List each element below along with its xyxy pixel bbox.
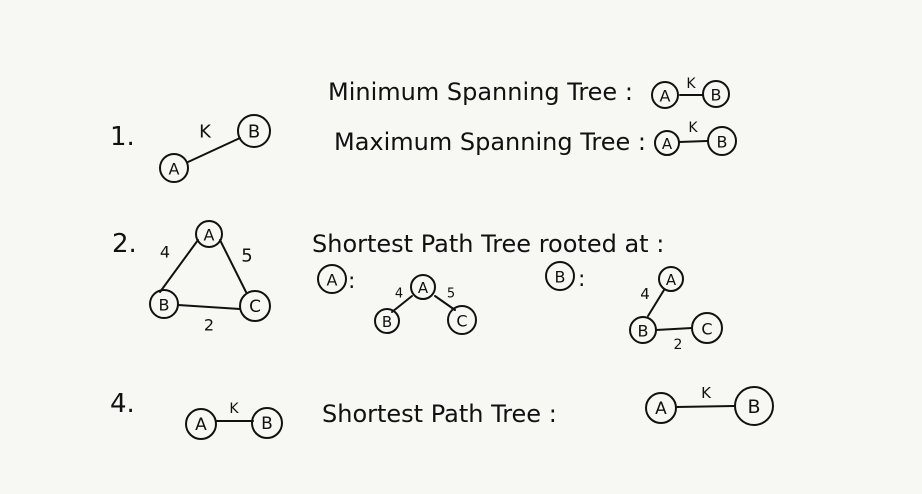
section-number-1: 1. <box>110 122 135 152</box>
spt-label: Shortest Path Tree : <box>322 400 557 428</box>
section-number-2: 2. <box>112 229 137 259</box>
mst-tree: K A B <box>651 76 730 109</box>
svg-text:C: C <box>249 297 261 317</box>
svg-text:A: A <box>662 135 673 153</box>
mst-node-a: A <box>651 81 679 109</box>
svg-text:B: B <box>382 313 392 331</box>
s4-graph: K A B <box>185 401 283 440</box>
maxst-edge-label: K <box>688 120 698 136</box>
spt-node-b: B <box>734 386 774 426</box>
s2-graph-edge-bc <box>177 304 241 310</box>
mst-edge-label: K <box>686 76 696 92</box>
maxst-label: Maximum Spanning Tree : <box>334 128 646 156</box>
spt-root-a-node-c: C <box>447 305 477 335</box>
s1-graph: K A B <box>159 114 271 183</box>
spt-root-a-edge-label-ac: 5 <box>447 287 455 302</box>
maxst-node-a: A <box>654 130 680 156</box>
maxst-edge <box>678 140 708 143</box>
svg-text:C: C <box>701 320 712 339</box>
s1-graph-edge <box>187 137 241 163</box>
s2-graph-edge-label-bc: 2 <box>204 316 214 335</box>
s4-graph-edge-label: K <box>229 401 239 417</box>
svg-text:B: B <box>555 268 566 287</box>
spt-root-b-node-c: C <box>691 312 723 344</box>
spt-root-a-node-a: A <box>410 274 436 300</box>
svg-text:A: A <box>655 399 667 419</box>
spt-root-a-colon: : <box>348 269 355 294</box>
svg-text:A: A <box>418 279 429 297</box>
s1-graph-node-b: B <box>237 114 271 148</box>
svg-text:C: C <box>456 312 467 331</box>
spt-root-b-colon: : <box>578 267 585 292</box>
spt-root-b-edge-bc <box>655 327 693 331</box>
spt-root-b-edge-ab <box>647 289 665 317</box>
spt-root-a-edge-label-ab: 4 <box>395 287 403 302</box>
spt-root-a-node-b: B <box>374 308 400 334</box>
spt-root-a-edge-ab <box>391 295 413 313</box>
svg-text:A: A <box>169 160 180 179</box>
spt-node-a: A <box>645 392 677 424</box>
spt-root-a-edge-ac <box>434 295 456 311</box>
s2-graph: 4 5 2 A B C <box>149 220 271 335</box>
mst-label: Minimum Spanning Tree : <box>328 78 633 106</box>
section-number-4: 4. <box>110 389 135 419</box>
s2-graph-edge-ab <box>159 239 199 293</box>
spt-root-b-tree: 4 2 A B C <box>629 266 723 353</box>
s4-graph-node-a: A <box>185 408 217 440</box>
s2-graph-node-b: B <box>149 289 179 319</box>
svg-text:B: B <box>159 296 170 315</box>
svg-text:A: A <box>204 226 215 245</box>
spt-root-b-edge-label-bc: 2 <box>674 337 683 353</box>
s2-graph-edge-label-ac: 5 <box>241 246 252 267</box>
spt-root-b-node-b: B <box>629 316 657 344</box>
svg-text:B: B <box>248 122 260 143</box>
spt-root-b-marker: B <box>545 261 575 291</box>
spt-edge-label: K <box>701 384 712 402</box>
s2-graph-node-c: C <box>239 290 271 322</box>
svg-text:B: B <box>747 396 760 418</box>
spt-root-a-tree: 4 5 A B C <box>374 274 477 335</box>
svg-text:A: A <box>660 87 671 106</box>
s2-graph-edge-label-ab: 4 <box>160 243 170 262</box>
svg-text:B: B <box>711 86 722 105</box>
s1-graph-edge-label: K <box>199 122 212 143</box>
mst-node-b: B <box>702 80 730 108</box>
s2-graph-edge-ac <box>219 239 247 293</box>
svg-text:A: A <box>666 271 677 289</box>
svg-text:B: B <box>261 414 273 434</box>
spt-rooted-heading: Shortest Path Tree rooted at : <box>312 230 664 258</box>
spt-tree: K A B <box>645 384 774 426</box>
svg-text:A: A <box>195 415 207 435</box>
s2-graph-node-a: A <box>195 220 223 248</box>
s4-graph-node-b: B <box>251 407 283 439</box>
spt-root-b-node-a: A <box>658 266 684 292</box>
spt-root-b-edge-label-ab: 4 <box>640 285 650 303</box>
svg-text:B: B <box>717 133 728 152</box>
maxst-tree: K A B <box>654 120 737 156</box>
maxst-node-b: B <box>707 126 737 156</box>
spt-edge <box>675 405 735 408</box>
svg-text:A: A <box>327 271 338 290</box>
svg-text:B: B <box>638 322 649 341</box>
s1-graph-node-a: A <box>159 153 189 183</box>
spt-root-a-marker: A <box>317 264 347 294</box>
